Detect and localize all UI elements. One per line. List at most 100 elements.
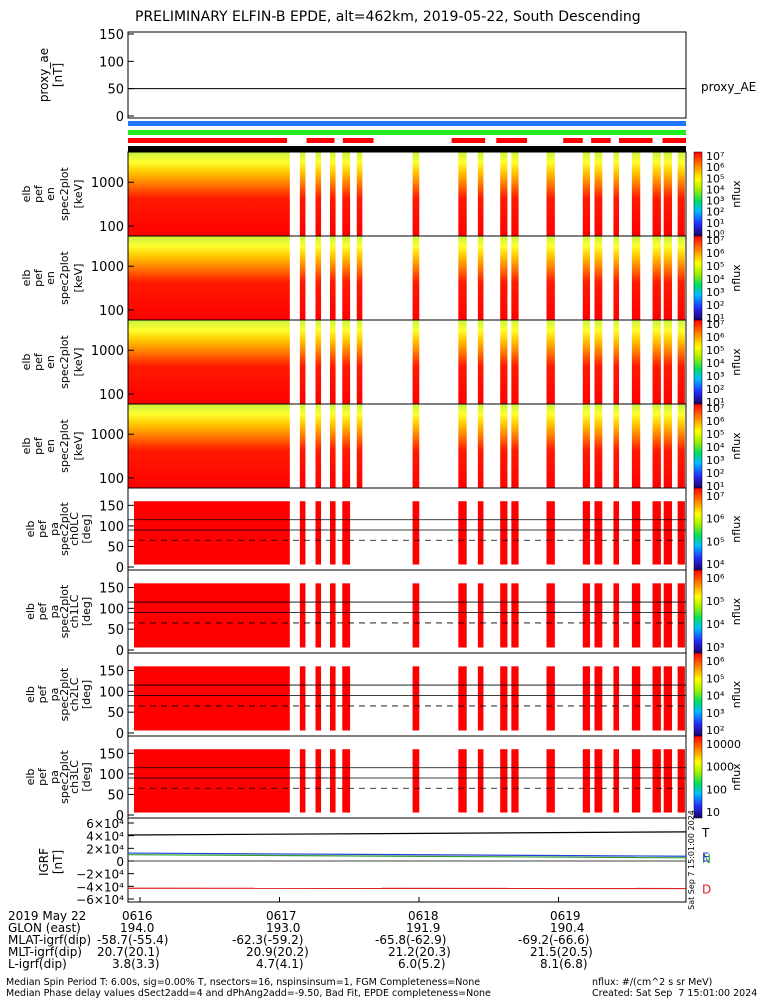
pa-spectrum-block: [329, 666, 336, 731]
pa-spectrum-block: [677, 501, 685, 565]
energy-colorbar-tick: 10⁶: [706, 415, 725, 428]
energy-colorbar-tick: 10¹: [706, 480, 724, 493]
pa-tick-label: 0: [116, 561, 124, 576]
energy-spectrum-block: [613, 404, 620, 488]
pa-colorbar-tick: 10⁵: [706, 535, 724, 548]
pa-spectrum-block: [663, 501, 673, 565]
pa-spectrum-block: [613, 749, 620, 813]
pa-spectrum-block: [582, 583, 591, 648]
pa-colorbar-tick: 10⁴: [706, 618, 725, 631]
pa-spectrum-block: [500, 583, 508, 648]
energy-colorbar: [693, 235, 703, 321]
energy-ylabel: [keV]: [72, 348, 85, 377]
pa-spectrum-block: [582, 749, 591, 813]
energy-colorbar-tick: 10²: [706, 206, 724, 219]
pa-spectrum-block: [412, 501, 420, 565]
energy-spectrum-block: [477, 404, 484, 488]
footer-label-mlt: MLT-igrf(dip): [8, 945, 82, 959]
pa-spectrum-block: [613, 583, 620, 648]
energy-spectrum-block: [677, 320, 685, 404]
energy-ylabel: [keV]: [72, 180, 85, 209]
energy-spectrum-block: [594, 404, 603, 488]
igrf-tick-label: −4×10⁴: [76, 880, 124, 894]
pa-spectrum-block: [315, 666, 322, 731]
energy-spectrum-block: [329, 152, 336, 236]
energy-spectrum-block: [500, 404, 508, 488]
pa-spectrum-block: [342, 583, 351, 648]
pa-ylabel: spec2plot: [58, 584, 71, 638]
footer-l-0: 3.8(3.3): [112, 957, 160, 971]
energy-spectrum-block: [582, 404, 591, 488]
pa-tick-label: 100: [99, 520, 124, 535]
proxy-ae-legend: proxy_AE: [701, 80, 756, 94]
energy-spectrum-block: [412, 404, 420, 488]
igrf-series-label-D: D: [702, 883, 711, 897]
pa-ylabel: [deg]: [80, 597, 93, 626]
energy-spectrum-block: [631, 152, 641, 236]
igrf-tick-label: −2×10⁴: [76, 868, 124, 882]
igrf-series-label-N: N: [702, 852, 711, 866]
pa-spectrum-block: [329, 501, 336, 565]
energy-spectrum-block: [652, 404, 661, 488]
pa-ylabel: pef: [36, 767, 49, 786]
pa-spectrum-block: [631, 583, 641, 648]
energy-tick-label: 100: [99, 304, 124, 319]
energy-spectrum-block: [477, 320, 484, 404]
energy-tick-label: 100: [99, 388, 124, 403]
pa-colorbar: [693, 569, 703, 654]
energy-ylabel: elb: [20, 438, 33, 455]
energy-colorbar-tick: 10³: [706, 286, 724, 299]
energy-spectrum-block: [500, 320, 508, 404]
footer-spin-info: Median Spin Period T: 6.00s, sig=0.00% T…: [6, 977, 481, 988]
proxy-ae-tick-label: 100: [99, 55, 124, 70]
energy-ylabel: spec2plot: [58, 419, 71, 473]
pa-spectrum-block: [412, 583, 420, 648]
energy-ylabel: en: [44, 439, 57, 453]
energy-spectrum-block: [477, 236, 484, 320]
status-bar-black: [128, 146, 686, 152]
pa-spectrum-block: [546, 666, 555, 731]
pa-spectrum-block: [412, 666, 420, 731]
pa-ylabel: elb: [24, 686, 37, 703]
energy-ylabel: spec2plot: [58, 251, 71, 305]
energy-spectrum-block: [315, 404, 322, 488]
energy-colorbar-tick: 10¹: [706, 217, 724, 230]
igrf-tick-label: 6×10⁴: [86, 817, 124, 831]
energy-spectrum-block: [511, 320, 519, 404]
footer-label-mlat: MLAT-igrf(dip): [8, 933, 92, 947]
status-bar-red-segment: [619, 138, 653, 143]
pa-tick-label: 100: [99, 602, 124, 617]
energy-colorbar-tick: 10²: [706, 383, 724, 396]
pa-ylabel: ch1LC: [68, 594, 81, 628]
energy-spectrum-block: [546, 404, 555, 488]
energy-colorbar-tick: 10⁷: [706, 150, 724, 163]
energy-spectrum-block: [356, 152, 363, 236]
pa-spectrum-block: [458, 583, 467, 648]
pa-ylabel: spec2plot: [58, 502, 71, 556]
energy-tick-label: 1000: [91, 176, 124, 191]
pa-ylabel: ch0LC: [68, 512, 81, 546]
energy-spectrum-block: [631, 236, 641, 320]
energy-colorbar-tick: 10⁴: [706, 357, 725, 370]
energy-spectrum-block: [412, 320, 420, 404]
igrf-ylabel-units: [nT]: [51, 850, 65, 874]
energy-ylabel: spec2plot: [58, 335, 71, 389]
energy-ylabel: elb: [20, 270, 33, 287]
igrf-ylabel: IGRF: [37, 848, 51, 876]
pa-ylabel: pef: [36, 519, 49, 538]
pa-spectrum-block: [477, 583, 484, 648]
igrf-series-label-E: E: [702, 850, 710, 864]
pa-tick-label: 0: [116, 809, 124, 824]
energy-spectrum-block: [613, 236, 620, 320]
pa-colorbar-tick: 10⁶: [706, 655, 725, 668]
energy-spectrum-block: [128, 152, 290, 236]
energy-colorbar-tick: 10⁴: [706, 441, 725, 454]
pa-ylabel: pa: [48, 522, 61, 536]
energy-ylabel: [keV]: [72, 432, 85, 461]
pa-spectrum-block: [458, 666, 467, 731]
footer-l-1: 4.7(4.1): [256, 957, 304, 971]
energy-spectrum-block: [315, 152, 322, 236]
pa-tick-label: 50: [107, 623, 124, 638]
energy-colorbar: [693, 151, 703, 237]
energy-colorbar-tick: 10⁵: [706, 428, 724, 441]
